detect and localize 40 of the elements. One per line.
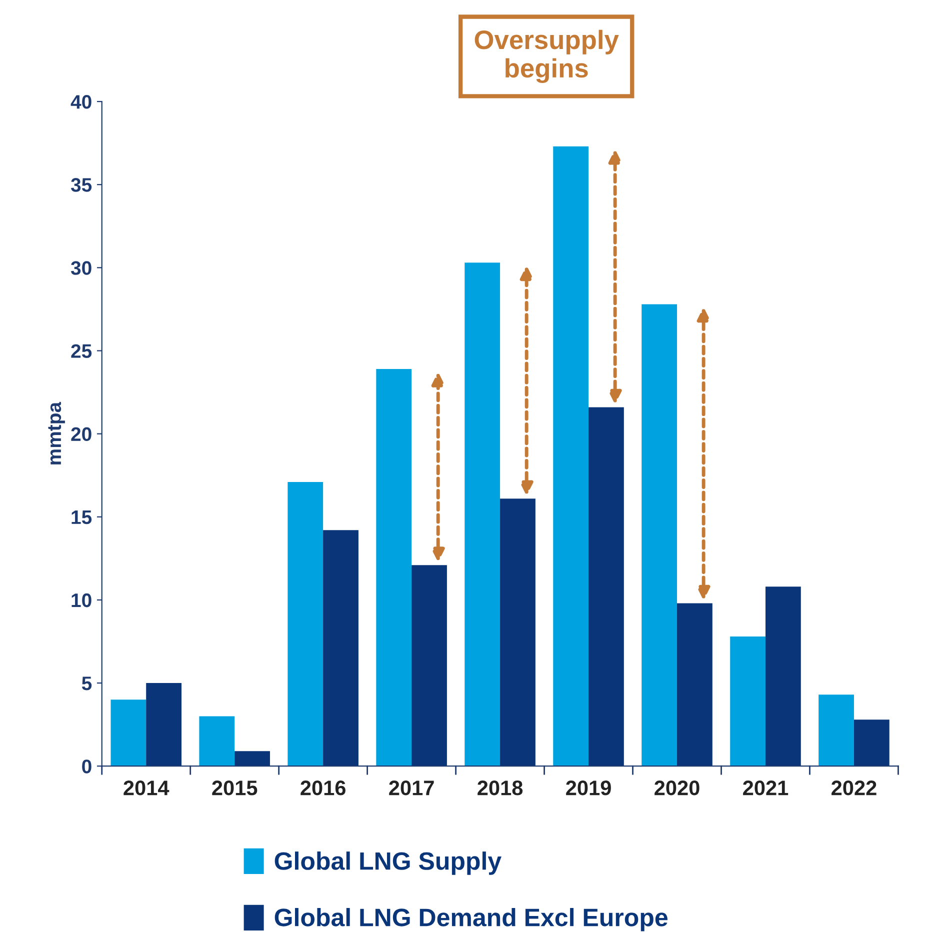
bar: [677, 603, 712, 766]
x-tick-label: 2020: [654, 780, 700, 796]
y-axis-title: mmtpa: [48, 402, 65, 464]
x-tick-label: 2017: [389, 780, 434, 796]
y-tick-label: 30: [70, 261, 92, 275]
bar: [110, 700, 146, 766]
y-tick-label: 20: [71, 427, 92, 442]
bar: [818, 694, 854, 766]
x-tick-label: 2016: [300, 780, 346, 796]
bar: [323, 530, 358, 766]
bar: [412, 565, 447, 766]
bar: [730, 636, 766, 766]
bar: [376, 369, 412, 766]
bar: [854, 720, 890, 766]
bar: [765, 586, 801, 766]
bar: [199, 716, 235, 766]
bar: [642, 304, 678, 766]
y-tick-label: 35: [70, 178, 92, 192]
x-tick-label: 2014: [124, 780, 170, 796]
legend-label: Global LNG Demand Excl Europe: [274, 908, 668, 932]
bar: [234, 751, 270, 766]
y-tick-label: 10: [72, 593, 92, 608]
x-tick-label: 2022: [832, 780, 876, 796]
bar: [464, 262, 500, 766]
text: Oversupply begins: [474, 30, 619, 83]
bar: [553, 146, 589, 766]
legend-label: Global LNG Supply: [274, 852, 502, 875]
bar: [288, 482, 324, 766]
bar: [146, 683, 182, 766]
y-tick-label: 40: [70, 94, 92, 109]
bar: [588, 407, 624, 766]
y-tick-label: 25: [71, 344, 92, 358]
bar: [500, 498, 536, 766]
y-tick-label: 15: [72, 510, 92, 524]
x-tick-label: 2018: [478, 780, 523, 796]
x-tick-label: 2019: [566, 780, 611, 796]
y-tick-label: 5: [82, 676, 92, 690]
x-tick-label: 2021: [743, 780, 788, 796]
x-tick-label: 2015: [212, 780, 258, 796]
y-tick-label: 0: [82, 760, 92, 774]
